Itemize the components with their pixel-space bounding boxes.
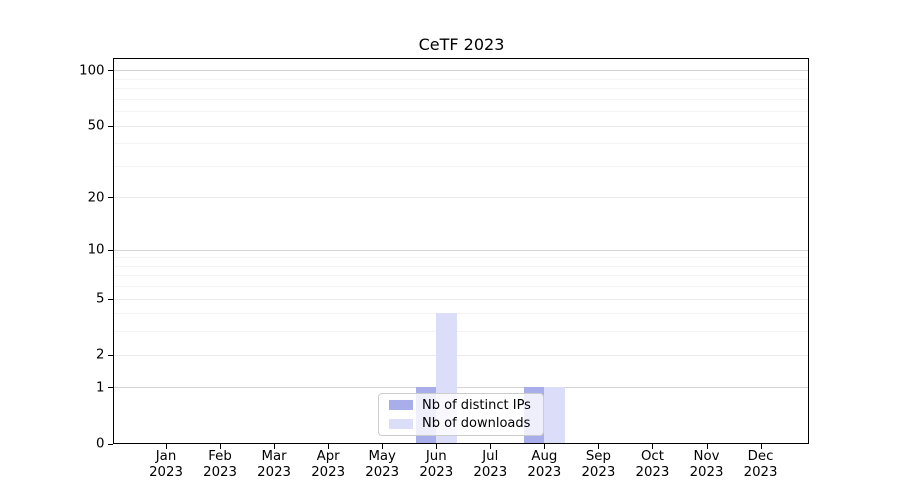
y-tick-label: 5 — [96, 291, 105, 307]
minor-gridline — [112, 275, 809, 277]
x-tick-mark — [490, 443, 492, 449]
plot-area — [112, 57, 809, 444]
y-tick-mark — [107, 387, 113, 389]
x-tick-mark — [652, 443, 654, 449]
decade-gridline — [112, 249, 809, 251]
legend-entry-distinct-ips: Nb of distinct IPs — [389, 396, 535, 415]
x-tick-label: Jun 2023 — [419, 449, 454, 480]
x-tick-mark — [274, 443, 276, 449]
gridline — [112, 125, 809, 127]
x-tick-mark — [706, 443, 708, 449]
x-tick-label: Mar 2023 — [257, 449, 292, 480]
legend-entry-downloads: Nb of downloads — [389, 415, 535, 434]
x-tick-label: Jan 2023 — [149, 449, 183, 480]
x-tick-label: May 2023 — [365, 449, 400, 480]
decade-gridline — [112, 387, 809, 389]
legend-swatch-distinct-ips — [389, 400, 413, 411]
minor-gridline — [112, 143, 809, 145]
x-tick-label: Jul 2023 — [473, 449, 508, 480]
y-tick-mark — [107, 354, 113, 356]
minor-gridline — [112, 98, 809, 100]
x-tick-mark — [598, 443, 600, 449]
x-tick-label: Sep 2023 — [581, 449, 616, 480]
gridline — [112, 298, 809, 300]
minor-gridline — [112, 286, 809, 288]
minor-gridline — [112, 88, 809, 90]
y-tick-mark — [107, 197, 113, 199]
y-tick-mark — [107, 298, 113, 300]
gridline — [112, 197, 809, 199]
minor-gridline — [112, 265, 809, 267]
bar-downloads-aug-2023 — [544, 387, 565, 444]
x-tick-mark — [544, 443, 546, 449]
x-tick-label: Oct 2023 — [635, 449, 670, 480]
x-tick-label: Aug 2023 — [527, 449, 562, 480]
x-tick-mark — [760, 443, 762, 449]
x-tick-label: Apr 2023 — [311, 449, 346, 480]
minor-gridline — [112, 165, 809, 167]
gridline — [112, 354, 809, 356]
minor-gridline — [112, 111, 809, 113]
minor-gridline — [112, 257, 809, 259]
minor-gridline — [112, 78, 809, 80]
y-tick-label: 1 — [96, 380, 105, 396]
legend-label-downloads: Nb of downloads — [422, 416, 531, 432]
x-tick-mark — [382, 443, 384, 449]
y-tick-label: 50 — [87, 118, 105, 134]
x-tick-label: Nov 2023 — [689, 449, 724, 480]
y-tick-mark — [107, 125, 113, 127]
x-tick-mark — [436, 443, 438, 449]
y-tick-mark — [107, 249, 113, 251]
legend: Nb of distinct IPs Nb of downloads — [378, 393, 544, 436]
minor-gridline — [112, 331, 809, 333]
x-tick-mark — [166, 443, 167, 449]
y-tick-label: 0 — [96, 436, 105, 452]
x-tick-label: Dec 2023 — [743, 449, 778, 480]
minor-gridline — [112, 313, 809, 315]
legend-label-distinct-ips: Nb of distinct IPs — [422, 397, 531, 413]
y-tick-mark — [107, 443, 113, 445]
decade-gridline — [112, 70, 809, 72]
x-tick-mark — [328, 443, 330, 449]
y-tick-label: 20 — [87, 190, 105, 206]
chart-title: CeTF 2023 — [418, 35, 505, 54]
y-tick-mark — [107, 70, 113, 72]
x-tick-label: Feb 2023 — [203, 449, 237, 480]
y-tick-label: 100 — [79, 63, 105, 79]
y-tick-label: 2 — [96, 347, 105, 363]
legend-swatch-downloads — [389, 418, 413, 429]
x-tick-mark — [220, 443, 222, 449]
y-tick-label: 10 — [87, 242, 105, 258]
